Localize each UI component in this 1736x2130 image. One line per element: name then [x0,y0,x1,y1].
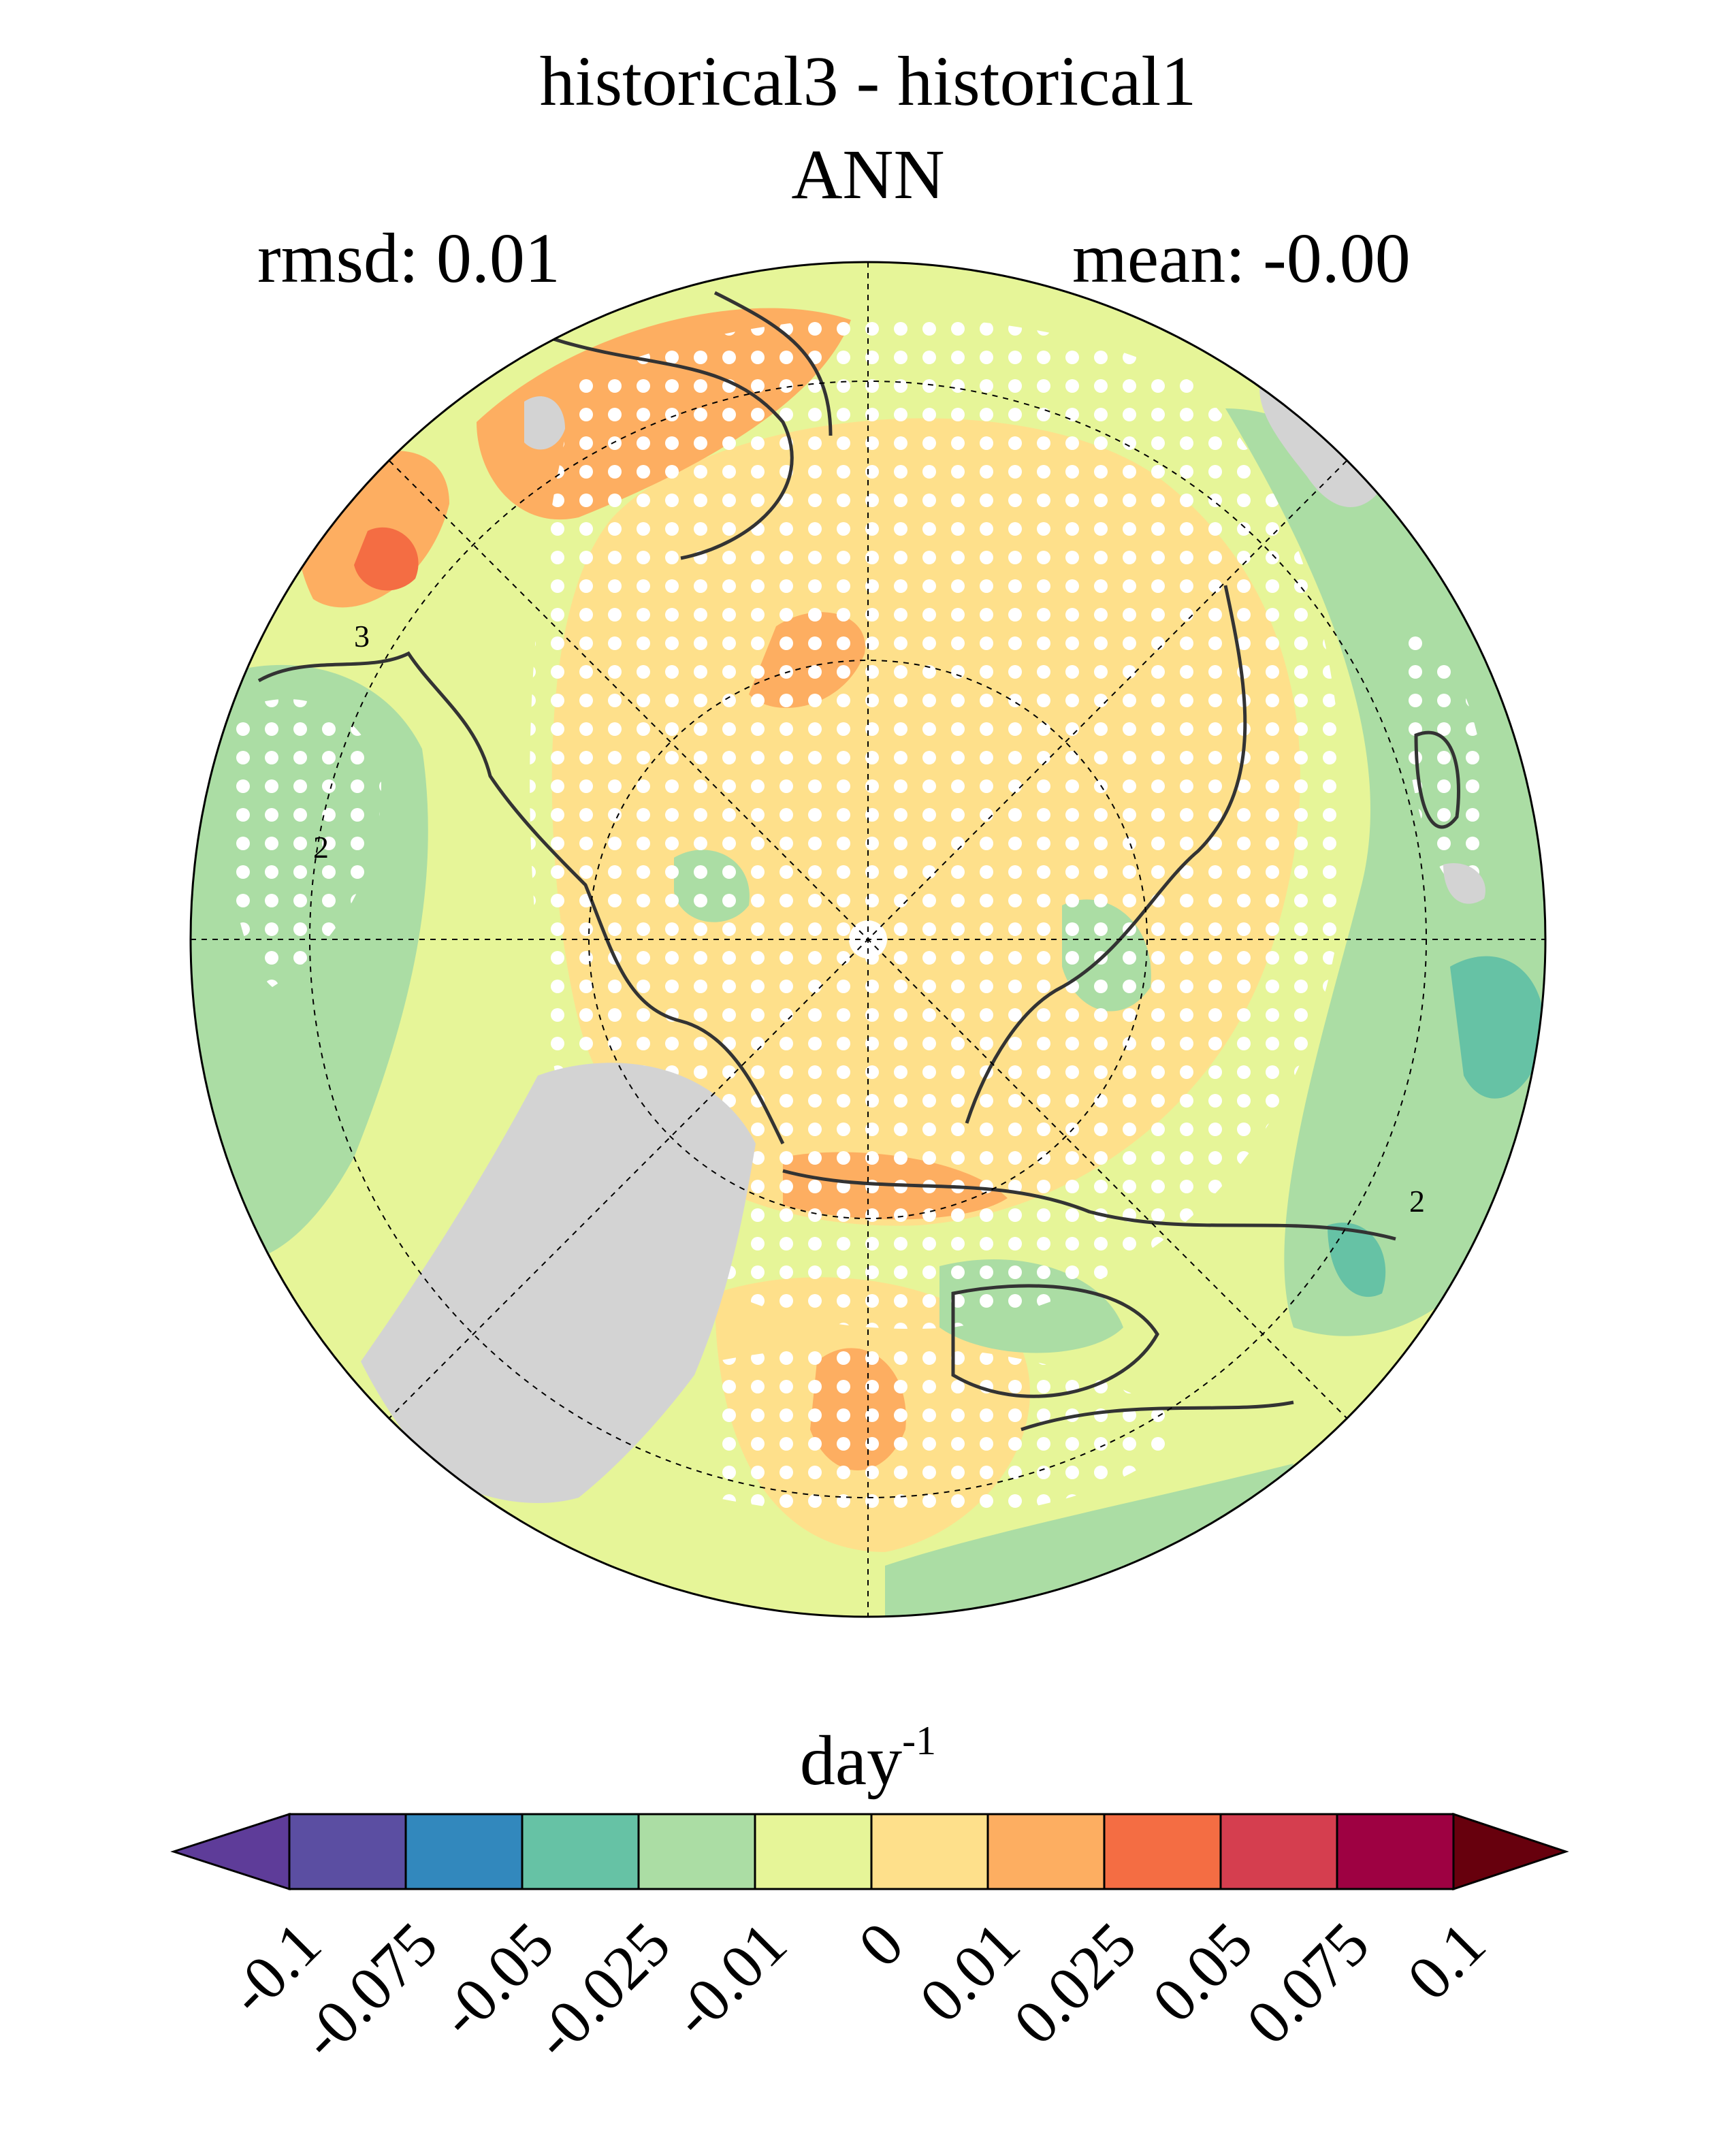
contour-label-1: 3 [354,619,370,653]
contour-label-3: 2 [1409,1184,1425,1219]
coastline-scandinavia [782,1169,1396,1241]
contour-label-2: 2 [313,830,329,865]
field-negative-bottom [885,1464,1293,1617]
colorbar-extend-low [170,1812,291,1891]
colorbar-bin [288,1813,407,1890]
colorbar-tick-label: 0.075 [1233,1908,1383,2058]
colorbar-bin [754,1813,873,1890]
coastlines [257,291,1460,1432]
contour-line-2 [713,291,833,436]
contour-line-1 [475,304,794,560]
land-mask-small-1 [524,396,565,450]
colorbar-unit: day-1 [0,1720,1736,1796]
rmsd-label: rmsd: 0.01 [257,219,560,297]
map-field [191,262,1545,1617]
land-mask-small-2 [1259,387,1389,507]
field-red-spot [354,527,419,591]
colorbar-tick-label: -0.01 [658,1908,800,2050]
colorbar-bin [404,1813,524,1890]
colorbar [170,1812,1569,1891]
significance-stipple-south [715,1345,1191,1518]
colorbar-bin [1219,1813,1338,1890]
mean-label: mean: -0.00 [1072,219,1411,297]
colorbar-tick-label: -0.025 [519,1908,684,2073]
map-boundary [189,261,1547,1618]
greenland-mask [361,1063,756,1504]
figure-title: historical3 - historical1 [539,42,1197,120]
colorbar-tick-label: 0.1 [1394,1908,1499,2014]
colorbar-bin [1336,1813,1455,1890]
significance-stipple-main [530,317,1343,1329]
graticule [191,262,1545,1617]
coastline-baltic [951,1284,1159,1398]
latitude-circle-80 [588,660,1148,1219]
colorbar-bin [1103,1813,1222,1890]
colorbar-bin [521,1813,640,1890]
colorbar-bin [637,1813,756,1890]
significance-stipple-east [1396,613,1488,892]
colorbar-bin [870,1813,989,1890]
colorbar-tick-label: 0 [845,1908,917,1980]
meridian-135 [389,460,1347,1419]
contour-closed-east [1414,730,1460,829]
polar-map: 3 2 2 [189,261,1547,1618]
unit-base: day [799,1722,903,1800]
significance-stipple-west [226,698,381,987]
field-teal-east [1450,956,1545,1099]
land-mask-small-3 [1443,863,1485,904]
coastline-canada [257,651,785,1145]
colorbar-tick-label: -0.075 [287,1908,451,2073]
colorbar-bin [986,1813,1106,1890]
coastline-siberia [965,585,1247,1124]
colorbar-extend-high [1452,1812,1569,1891]
field-teal-se [1328,1223,1386,1297]
unit-exponent: -1 [902,1718,937,1763]
season-label: ANN [791,135,945,214]
colorbar-tick-label: 0.025 [1000,1908,1150,2058]
field-negative-east [1225,408,1545,1336]
